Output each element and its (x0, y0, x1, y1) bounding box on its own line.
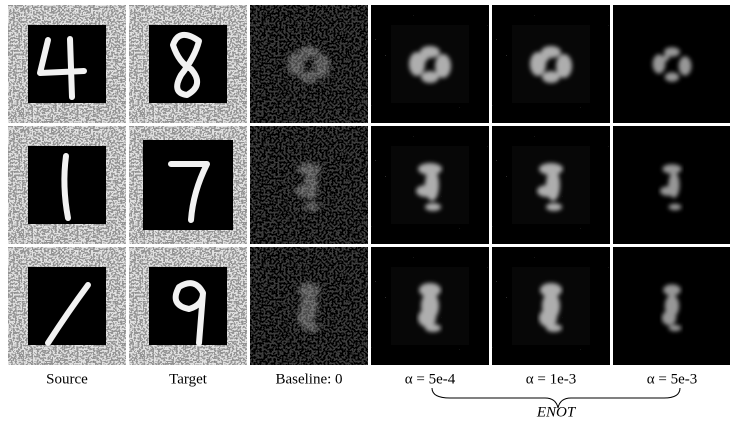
blob (542, 71, 560, 83)
image-cell (492, 5, 610, 123)
image-cell (613, 247, 730, 365)
faint-box (391, 25, 469, 103)
blob (300, 71, 318, 83)
blob (425, 324, 441, 332)
blob (662, 164, 681, 174)
image-cell (371, 247, 489, 365)
noise (250, 5, 368, 123)
blob (663, 55, 669, 61)
image-cell (8, 5, 126, 123)
image-cell (371, 126, 489, 244)
column-label: Baseline: 0 (275, 371, 342, 387)
image-cell (250, 126, 368, 244)
faint-box (512, 25, 590, 103)
image-cell (129, 126, 247, 244)
blob (662, 311, 676, 325)
column-label: Source (46, 371, 88, 387)
image-cell (8, 126, 126, 244)
image-cell (371, 5, 489, 123)
image-cell (613, 5, 730, 123)
blob (679, 56, 692, 75)
image-cell (8, 247, 126, 365)
blob (416, 185, 436, 197)
digit (64, 156, 68, 218)
blob (299, 54, 307, 62)
image-cell (613, 126, 730, 244)
image-cell (250, 247, 368, 365)
figure: ENOT Source Target Baseline: 0 α = 5e-4 α = … (0, 0, 730, 425)
column-label: Target (169, 371, 208, 387)
image-cell (250, 5, 368, 123)
column-label: α = 5e-3 (647, 371, 697, 387)
blob (425, 203, 441, 211)
digit-box (143, 140, 233, 230)
blob (660, 186, 676, 196)
blob (295, 185, 315, 197)
digit-box (28, 267, 106, 345)
blob (669, 204, 682, 210)
column-label: α = 1e-3 (526, 371, 576, 387)
blob (665, 72, 679, 82)
blob (546, 203, 562, 211)
column-label: α = 5e-4 (405, 371, 456, 387)
image-cell (129, 247, 247, 365)
blob (304, 203, 320, 211)
image-cell (129, 5, 247, 123)
blob (537, 185, 557, 197)
blob (663, 284, 681, 295)
dark-background (613, 5, 730, 123)
image-cell (492, 126, 610, 244)
blob (421, 71, 439, 83)
group-label: ENOT (536, 404, 577, 420)
blob (304, 324, 320, 332)
blob (541, 54, 549, 62)
blob (420, 54, 428, 62)
blob (669, 325, 682, 331)
image-grid (8, 5, 730, 365)
image-cell (492, 247, 610, 365)
blob (546, 324, 562, 332)
